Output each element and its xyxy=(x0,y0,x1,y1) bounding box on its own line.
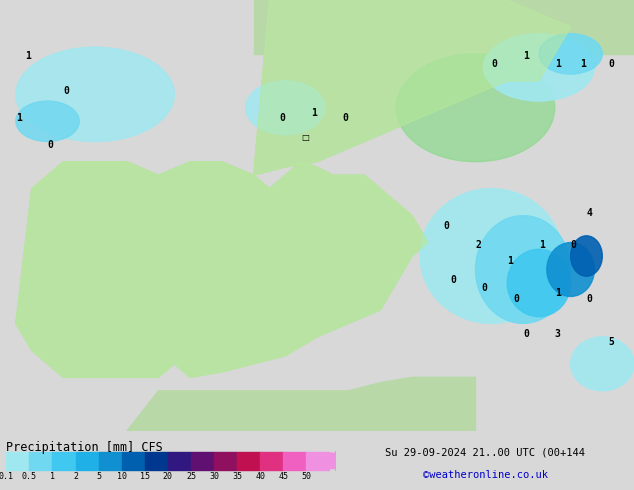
Text: 5: 5 xyxy=(96,472,101,481)
Ellipse shape xyxy=(16,47,174,142)
Text: 20: 20 xyxy=(163,472,173,481)
Ellipse shape xyxy=(484,34,595,101)
Text: 2: 2 xyxy=(73,472,78,481)
Text: 0: 0 xyxy=(63,86,69,97)
Bar xyxy=(214,452,237,469)
Ellipse shape xyxy=(547,243,595,296)
Ellipse shape xyxy=(571,236,602,276)
Bar xyxy=(53,452,75,469)
Bar xyxy=(237,452,260,469)
Text: 0: 0 xyxy=(48,140,53,150)
Text: 1: 1 xyxy=(507,256,513,266)
Text: 4: 4 xyxy=(586,208,592,218)
Bar xyxy=(191,452,214,469)
Ellipse shape xyxy=(507,249,571,317)
Text: 40: 40 xyxy=(256,472,265,481)
Text: 0: 0 xyxy=(609,59,614,70)
Polygon shape xyxy=(16,162,428,377)
Bar xyxy=(6,452,29,469)
Ellipse shape xyxy=(246,81,325,135)
Text: 0: 0 xyxy=(342,113,348,123)
FancyArrow shape xyxy=(330,451,341,471)
Ellipse shape xyxy=(539,34,602,74)
Polygon shape xyxy=(254,0,571,175)
Text: 5: 5 xyxy=(609,337,614,347)
Bar xyxy=(283,452,306,469)
Text: 45: 45 xyxy=(278,472,288,481)
Polygon shape xyxy=(16,162,428,377)
Text: 15: 15 xyxy=(140,472,150,481)
Text: Precipitation [mm] CFS: Precipitation [mm] CFS xyxy=(6,441,163,454)
Text: 0.5: 0.5 xyxy=(22,472,37,481)
Text: 0: 0 xyxy=(523,329,529,339)
Ellipse shape xyxy=(476,216,571,323)
Ellipse shape xyxy=(16,101,79,142)
Text: 2: 2 xyxy=(476,240,481,250)
Text: 50: 50 xyxy=(301,472,311,481)
Bar xyxy=(260,452,283,469)
Text: Su 29-09-2024 21..00 UTC (00+144: Su 29-09-2024 21..00 UTC (00+144 xyxy=(385,448,585,458)
Bar xyxy=(75,452,99,469)
Ellipse shape xyxy=(420,189,563,323)
Text: 1: 1 xyxy=(580,59,586,70)
Text: 0: 0 xyxy=(450,275,456,285)
Text: 1: 1 xyxy=(555,289,560,298)
Text: 1: 1 xyxy=(539,240,545,250)
Polygon shape xyxy=(254,0,571,175)
Text: 0: 0 xyxy=(586,294,592,304)
Text: 10: 10 xyxy=(117,472,127,481)
Text: 0: 0 xyxy=(571,240,576,250)
Text: 1: 1 xyxy=(50,472,55,481)
Text: 1: 1 xyxy=(311,108,316,118)
Bar xyxy=(168,452,191,469)
Text: 0: 0 xyxy=(514,294,519,304)
Ellipse shape xyxy=(396,54,555,162)
Bar xyxy=(99,452,122,469)
Polygon shape xyxy=(127,377,476,431)
Text: 1: 1 xyxy=(523,51,529,61)
Bar xyxy=(145,452,168,469)
Text: 0: 0 xyxy=(444,221,450,231)
Text: ©weatheronline.co.uk: ©weatheronline.co.uk xyxy=(422,469,548,480)
Text: 0.1: 0.1 xyxy=(0,472,14,481)
Bar xyxy=(306,452,330,469)
Text: 1: 1 xyxy=(555,59,560,70)
Text: 1: 1 xyxy=(25,51,31,61)
Bar xyxy=(29,452,53,469)
Text: 30: 30 xyxy=(209,472,219,481)
Text: 0: 0 xyxy=(279,113,285,123)
Bar xyxy=(122,452,145,469)
Ellipse shape xyxy=(571,337,634,391)
Text: 0: 0 xyxy=(491,59,497,70)
Text: □: □ xyxy=(301,133,309,142)
Text: 3: 3 xyxy=(555,329,560,339)
Text: 1: 1 xyxy=(16,113,22,123)
Text: 25: 25 xyxy=(186,472,196,481)
Text: 35: 35 xyxy=(232,472,242,481)
Text: 0: 0 xyxy=(482,283,488,293)
